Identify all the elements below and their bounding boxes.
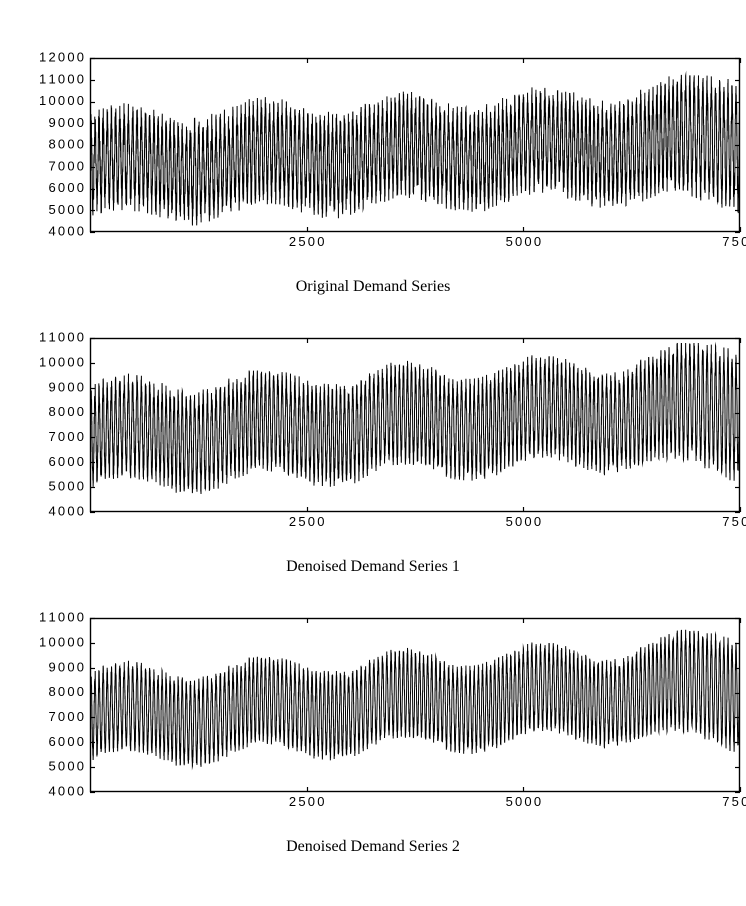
page-root: Original Demand Series Denoised Demand S… (0, 0, 746, 906)
chart-canvas-denoised2 (0, 610, 746, 820)
chart-caption-denoised2: Denoised Demand Series 2 (0, 838, 746, 856)
chart-canvas-original (0, 50, 746, 260)
chart-panel-denoised1 (0, 330, 746, 540)
chart-caption-denoised1: Denoised Demand Series 1 (0, 558, 746, 576)
chart-caption-original: Original Demand Series (0, 278, 746, 296)
chart-panel-denoised2 (0, 610, 746, 820)
chart-canvas-denoised1 (0, 330, 746, 540)
chart-panel-original (0, 50, 746, 260)
